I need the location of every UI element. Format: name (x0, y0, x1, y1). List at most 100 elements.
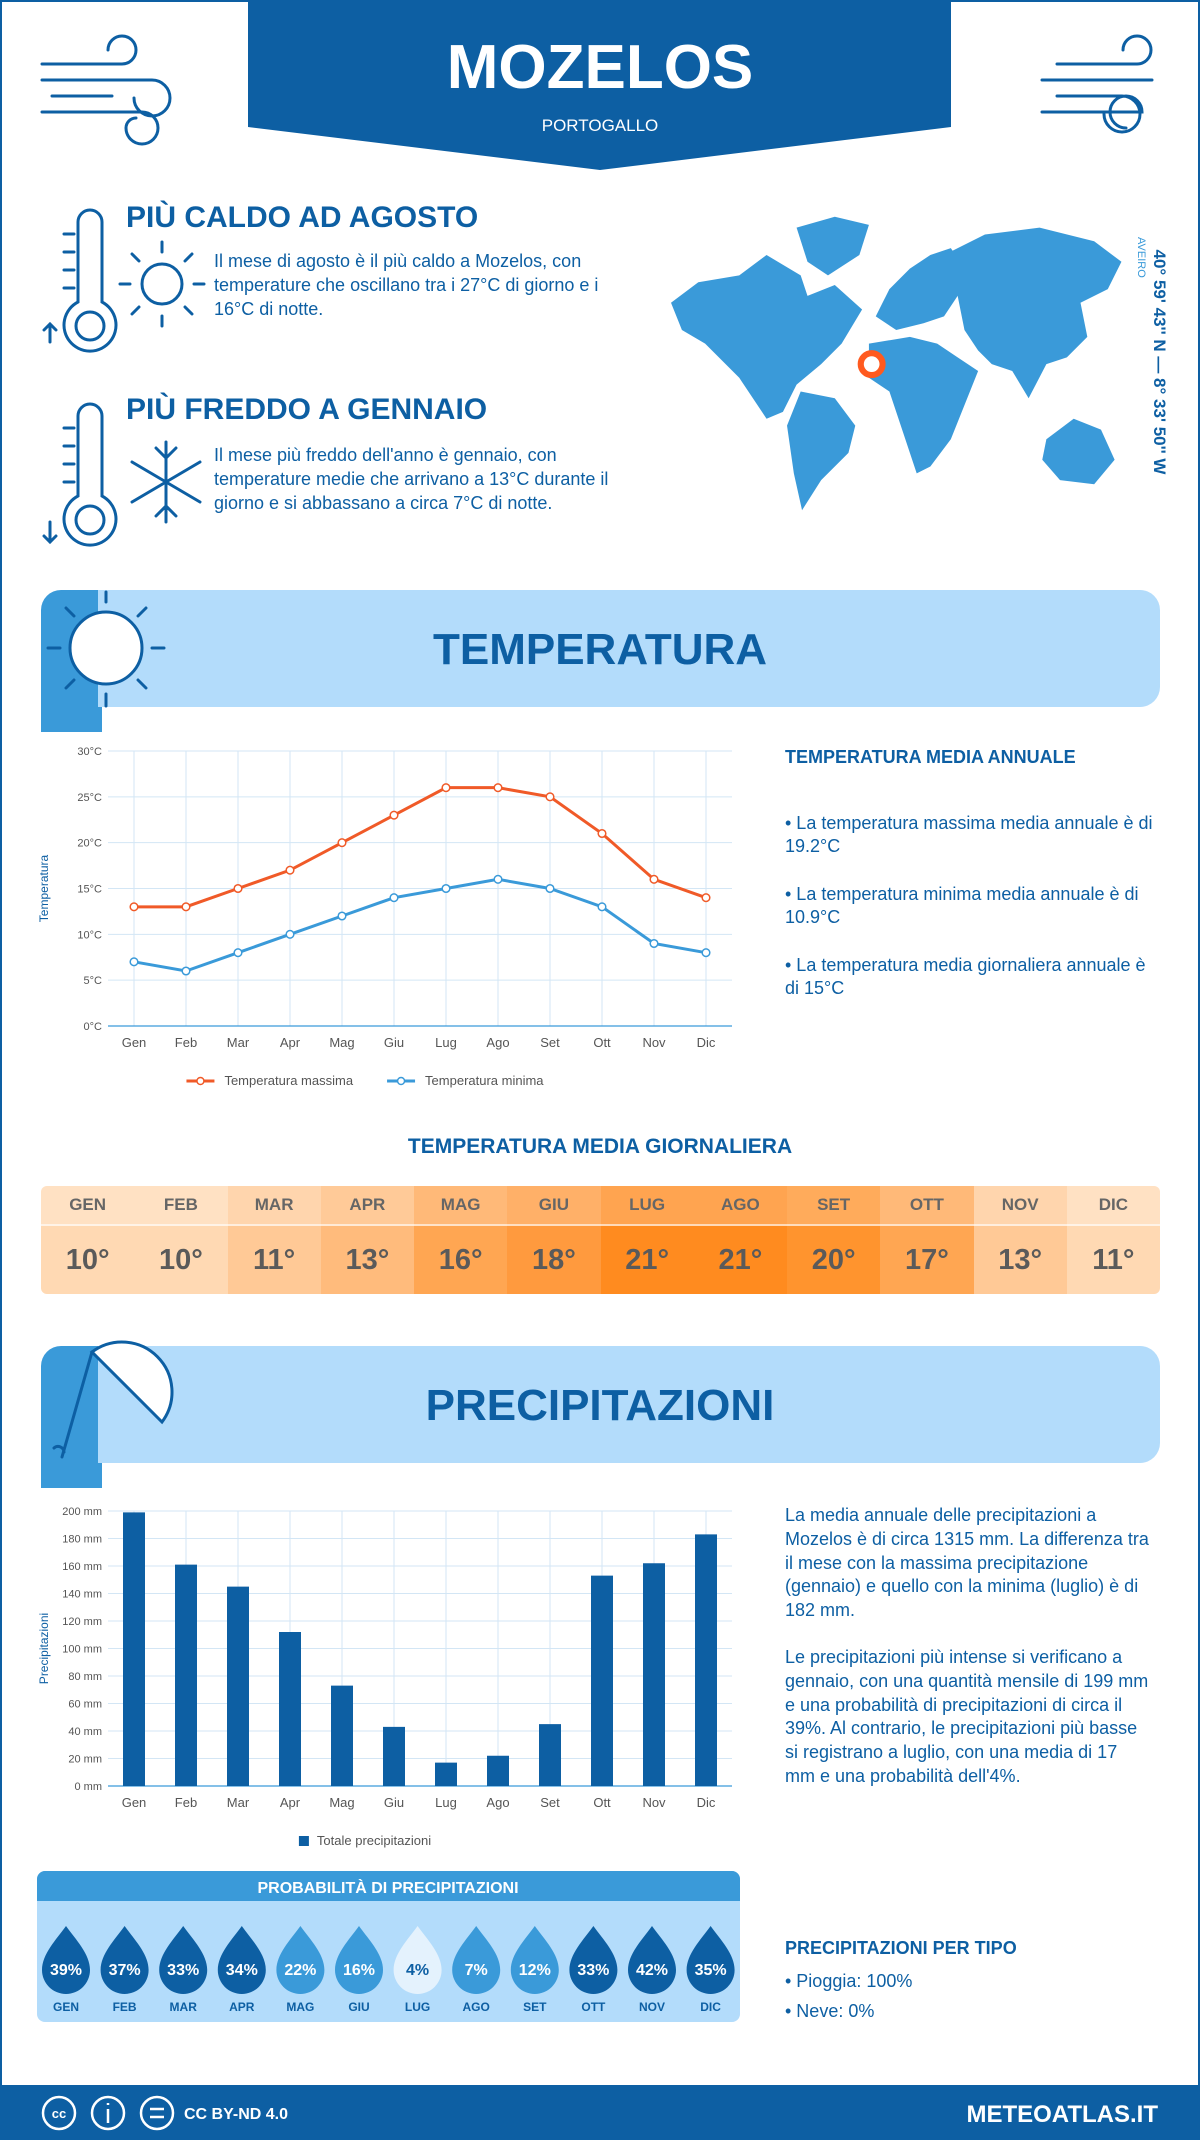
daily-column: FEB 10° (134, 1186, 228, 1294)
x-tick-label: Dic (697, 1035, 716, 1050)
hottest-title: PIÙ CALDO AD AGOSTO (126, 201, 479, 234)
bar (123, 1512, 145, 1786)
drop (217, 1926, 266, 1994)
probability-month: LUG (405, 2000, 430, 2014)
y-tick-label: 60 mm (68, 1699, 102, 1711)
line-point (181, 902, 191, 912)
annual-item: • La temperatura media giornaliera annua… (785, 955, 1146, 998)
y-tick-label: 40 mm (68, 1726, 102, 1738)
x-tick-label: Gen (122, 1795, 147, 1810)
daily-month: SET (787, 1186, 881, 1226)
y-axis-label: Temperatura (37, 854, 51, 922)
daily-value: 16° (438, 1244, 483, 1276)
line-point (597, 902, 607, 912)
type-title: PRECIPITAZIONI PER TIPO (785, 1938, 1017, 1958)
x-tick-label: Mar (227, 1795, 250, 1810)
drop (42, 1926, 90, 1994)
section-band (98, 590, 1160, 707)
x-tick-label: Nov (642, 1795, 666, 1810)
drop (686, 1926, 735, 1994)
coordinates: 40° 59' 43'' N — 8° 33' 50'' W (1150, 250, 1169, 476)
line-point (545, 883, 555, 894)
daily-column: OTT 17° (880, 1186, 974, 1294)
header-banner (248, 2, 951, 170)
daily-value: 10° (158, 1244, 203, 1276)
daily-month: AGO (693, 1186, 787, 1226)
y-tick-label: 20°C (77, 838, 102, 850)
x-tick-label: Mag (329, 1795, 354, 1810)
drop (510, 1926, 559, 1994)
daily-value: 11° (252, 1244, 296, 1276)
x-tick-label: Lug (435, 1035, 457, 1050)
line-point (649, 874, 659, 884)
probability-month: MAG (286, 2000, 314, 2014)
daily-column: MAG 16° (414, 1186, 508, 1294)
daily-month: GIU (507, 1186, 601, 1226)
line-point (337, 911, 347, 921)
probability-month: NOV (639, 2000, 665, 2014)
y-tick-label: 10°C (77, 929, 102, 941)
bar (331, 1685, 353, 1786)
probability-value: 39% (50, 1962, 82, 1979)
bar (591, 1575, 613, 1786)
y-tick-label: 100 mm (62, 1644, 102, 1656)
x-tick-label: Giu (384, 1035, 404, 1050)
y-tick-label: 140 mm (62, 1589, 102, 1601)
daily-month: LUG (600, 1186, 694, 1226)
daily-value: 21° (625, 1244, 670, 1276)
daily-column: GIU 18° (507, 1186, 601, 1294)
y-tick-label: 160 mm (62, 1561, 102, 1573)
license-icons (41, 2095, 175, 2131)
x-tick-label: Dic (697, 1795, 716, 1810)
daily-column: APR 13° (320, 1186, 414, 1294)
x-tick-label: Ago (486, 1035, 509, 1050)
probability-title: PROBABILITÀ DI PRECIPITAZIONI (257, 1878, 518, 1897)
coldest-text: Il mese più freddo dell'anno è gennaio, … (214, 445, 609, 513)
wind-icon (40, 34, 1154, 146)
line-point (181, 966, 191, 976)
probability-month: DIC (700, 2000, 721, 2014)
line-point (233, 948, 243, 958)
section-title: PRECIPITAZIONI (426, 1381, 775, 1430)
probability-value: 7% (465, 1962, 488, 1979)
snowflake-icon (130, 440, 202, 524)
y-tick-label: 180 mm (62, 1534, 102, 1546)
legend-marker (396, 1076, 406, 1086)
drop (100, 1926, 149, 1994)
world-map (671, 216, 1122, 511)
footer-band (2, 2085, 1198, 2138)
line-point (545, 792, 555, 802)
sun-icon (118, 240, 206, 328)
drop (393, 1926, 442, 1994)
daily-column: LUG 21° (600, 1186, 694, 1294)
umbrella-icon (52, 1340, 174, 1459)
precipitation-text: La media annuale delle precipitazioni a … (785, 1505, 1149, 1621)
x-tick-label: Feb (175, 1035, 197, 1050)
x-tick-label: Apr (280, 1795, 301, 1810)
legend: Totale precipitazioni (298, 1833, 431, 1848)
y-tick-label: 25°C (77, 792, 102, 804)
probability-value: 4% (406, 1962, 429, 1979)
probability-month: APR (229, 2000, 255, 2014)
y-tick-label: 0 mm (75, 1781, 103, 1793)
probability-value: 33% (577, 1962, 609, 1979)
license: CC BY-ND 4.0 (184, 2106, 288, 2123)
line-point (701, 893, 711, 903)
y-tick-label: 80 mm (68, 1671, 102, 1683)
daily-value: 13° (345, 1244, 390, 1276)
daily-column: AGO 21° (693, 1186, 787, 1294)
y-tick-label: 30°C (77, 746, 102, 758)
x-tick-label: Mar (227, 1035, 250, 1050)
daily-month: OTT (880, 1186, 974, 1226)
bar (487, 1755, 509, 1786)
bar (383, 1726, 405, 1786)
bar (539, 1724, 561, 1786)
y-tick-label: 20 mm (68, 1754, 102, 1766)
y-tick-label: 15°C (77, 884, 102, 896)
daily-title: TEMPERATURA MEDIA GIORNALIERA (407, 1135, 793, 1158)
bar (435, 1762, 457, 1786)
daily-month: GEN (41, 1186, 135, 1226)
probability-value: 34% (226, 1962, 258, 1979)
daily-column: MAR 11° (227, 1186, 321, 1294)
